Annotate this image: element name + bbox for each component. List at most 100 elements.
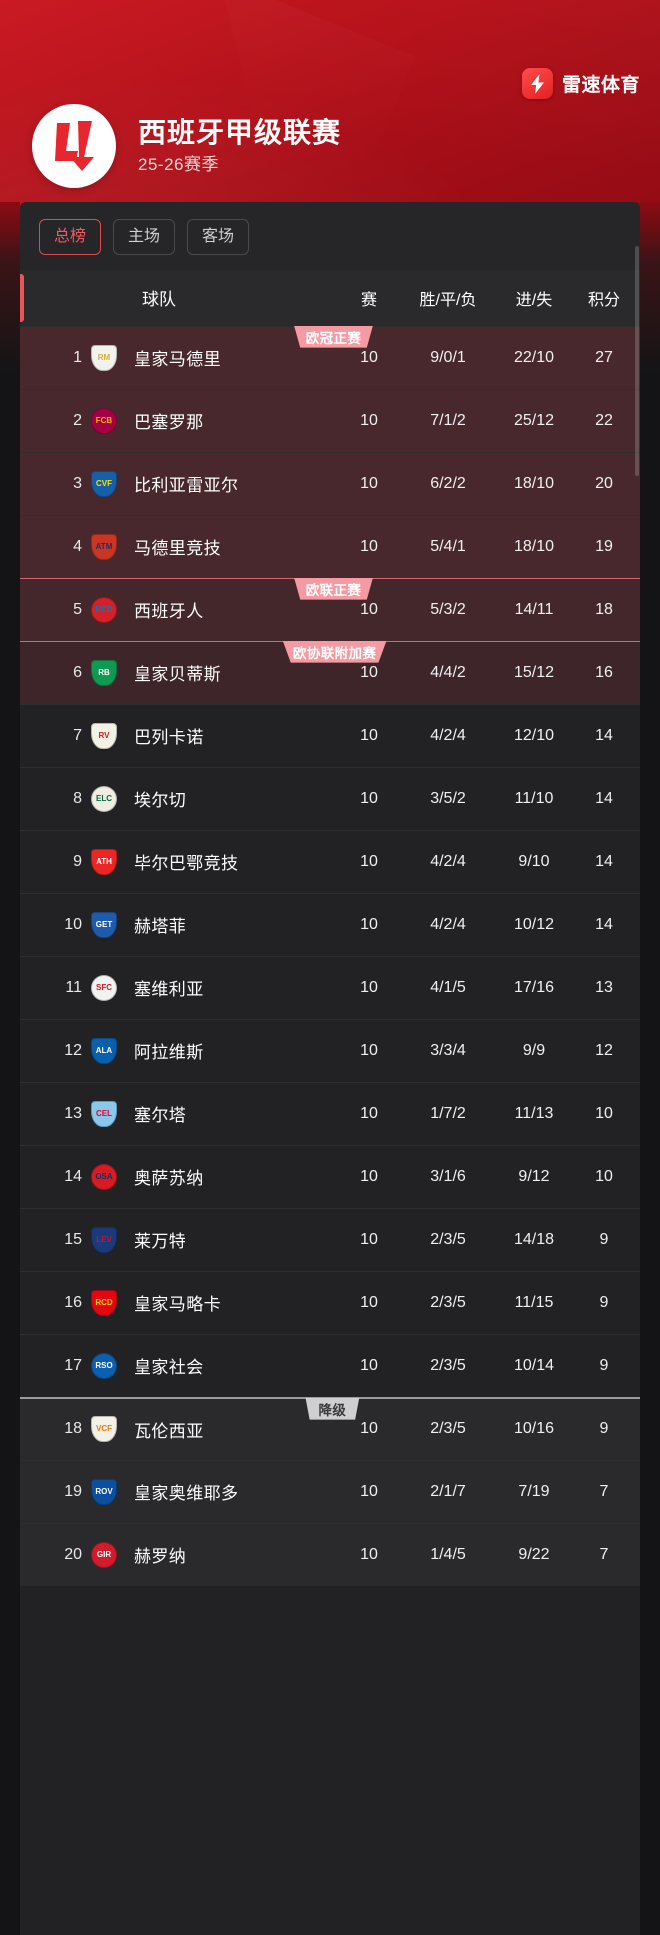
row-goals: 9/10 — [518, 852, 550, 870]
row-points: 10 — [595, 1104, 613, 1122]
row-team-name: 西班牙人 — [134, 602, 204, 622]
row-played: 10 — [360, 1230, 378, 1248]
row-logo-cell: ATH — [82, 848, 126, 875]
row-played: 10 — [360, 1167, 378, 1185]
row-logo-cell: RB — [82, 659, 126, 686]
row-goals: 22/10 — [513, 348, 555, 366]
row-logo-cell: FCB — [82, 407, 126, 434]
league-identity: 西班牙甲级联赛 25-26赛季 — [32, 104, 341, 188]
zone-badge: 降级 — [305, 1397, 360, 1420]
row-wdl: 5/3/2 — [430, 600, 466, 618]
row-logo-cell: RSO — [82, 1352, 126, 1379]
tab-2[interactable]: 客场 — [187, 219, 249, 255]
row-points: 9 — [599, 1230, 609, 1248]
table-row[interactable]: 12 ALA 阿拉维斯 10 3/3/4 9/9 12 — [20, 1018, 640, 1082]
row-team-name: 比利亚雷亚尔 — [134, 476, 239, 496]
row-goals: 12/10 — [513, 726, 555, 744]
row-points: 7 — [599, 1545, 609, 1563]
row-points: 27 — [595, 348, 613, 366]
row-wdl: 4/2/4 — [430, 915, 466, 933]
table-row[interactable]: 19 ROV 皇家奥维耶多 10 2/1/7 7/19 7 — [20, 1459, 640, 1523]
table-row[interactable]: 欧联正赛 5 RCD 西班牙人 10 5/3/2 14/11 18 — [20, 577, 640, 641]
team-logo-text: LEV — [96, 1234, 112, 1244]
row-team-name: 巴列卡诺 — [134, 728, 204, 748]
row-team-name: 皇家马略卡 — [134, 1295, 221, 1315]
table-row[interactable]: 4 ATM 马德里竞技 10 5/4/1 18/10 19 — [20, 514, 640, 578]
row-team-name: 皇家马德里 — [134, 350, 221, 370]
table-row[interactable]: 10 GET 赫塔菲 10 4/2/4 10/12 14 — [20, 892, 640, 956]
row-logo-cell: CVF — [82, 470, 126, 497]
row-played: 10 — [360, 1041, 378, 1059]
table-row[interactable]: 20 GIR 赫罗纳 10 1/4/5 9/22 7 — [20, 1522, 640, 1586]
brand-name: 雷速体育 — [561, 75, 640, 96]
table-row[interactable]: 17 RSO 皇家社会 10 2/3/5 10/14 9 — [20, 1333, 640, 1397]
row-rank: 10 — [64, 915, 82, 933]
row-played: 10 — [360, 852, 378, 870]
row-logo-cell: ROV — [82, 1478, 126, 1505]
row-played: 10 — [360, 411, 378, 429]
tab-0[interactable]: 总榜 — [39, 219, 101, 255]
team-logo-text: VCF — [96, 1424, 112, 1434]
row-points: 7 — [599, 1482, 609, 1500]
row-wdl: 2/3/5 — [430, 1230, 466, 1248]
row-team-name: 莱万特 — [134, 1232, 187, 1252]
row-rank: 13 — [64, 1104, 82, 1122]
tab-1[interactable]: 主场 — [113, 219, 175, 255]
athletic-bilbao-crest-icon: ATH — [91, 848, 117, 875]
row-wdl: 6/2/2 — [430, 474, 466, 492]
table-row[interactable]: 15 LEV 莱万特 10 2/3/5 14/18 9 — [20, 1207, 640, 1271]
laliga-logo-icon — [32, 104, 116, 188]
row-logo-cell: LEV — [82, 1226, 126, 1253]
team-logo-text: CEL — [96, 1108, 112, 1118]
table-row[interactable]: 3 CVF 比利亚雷亚尔 10 6/2/2 18/10 20 — [20, 451, 640, 515]
row-points: 12 — [595, 1041, 613, 1059]
scrollbar-thumb[interactable] — [635, 246, 639, 476]
team-logo-text: ELC — [96, 793, 112, 803]
table-row[interactable]: 9 ATH 毕尔巴鄂竞技 10 4/2/4 9/10 14 — [20, 829, 640, 893]
row-wdl: 4/1/5 — [430, 978, 466, 996]
espanyol-crest-icon: RCD — [91, 596, 117, 623]
row-points: 20 — [595, 474, 613, 492]
alaves-crest-icon: ALA — [91, 1037, 117, 1064]
zone-badge: 欧协联附加赛 — [282, 640, 387, 663]
table-row[interactable]: 欧协联附加赛 6 RB 皇家贝蒂斯 10 4/4/2 15/12 16 — [20, 640, 640, 704]
real-betis-crest-icon: RB — [91, 659, 117, 686]
team-logo-text: CVF — [96, 478, 112, 488]
table-row[interactable]: 2 FCB 巴塞罗那 10 7/1/2 25/12 22 — [20, 388, 640, 452]
row-played: 10 — [360, 600, 378, 618]
row-goals: 15/12 — [513, 663, 555, 681]
row-logo-cell: SFC — [82, 974, 126, 1001]
row-played: 10 — [360, 348, 378, 366]
row-logo-cell: RCD — [82, 1289, 126, 1316]
table-row[interactable]: 11 SFC 塞维利亚 10 4/1/5 17/16 13 — [20, 955, 640, 1019]
row-played: 10 — [360, 474, 378, 492]
row-played: 10 — [360, 537, 378, 555]
osasuna-crest-icon: OSA — [91, 1163, 117, 1190]
table-row[interactable]: 7 RV 巴列卡诺 10 4/2/4 12/10 14 — [20, 703, 640, 767]
row-team-name: 阿拉维斯 — [134, 1043, 204, 1063]
row-logo-cell: RM — [82, 344, 126, 371]
row-played: 10 — [360, 726, 378, 744]
row-logo-cell: ATM — [82, 533, 126, 560]
row-logo-cell: CEL — [82, 1100, 126, 1127]
lightning-bolt-icon — [521, 68, 553, 99]
table-row[interactable]: 欧冠正赛 1 RM 皇家马德里 10 9/0/1 22/10 27 — [20, 325, 640, 389]
team-logo-text: RM — [97, 352, 111, 362]
row-team-name: 毕尔巴鄂竞技 — [134, 854, 239, 874]
table-row[interactable]: 降级 18 VCF 瓦伦西亚 10 2/3/5 10/16 9 — [20, 1396, 640, 1460]
table-row[interactable]: 14 OSA 奥萨苏纳 10 3/1/6 9/12 10 — [20, 1144, 640, 1208]
row-rank: 1 — [73, 348, 82, 366]
right-gutter — [640, 202, 660, 1935]
team-logo-text: ATM — [95, 541, 113, 551]
row-rank: 20 — [64, 1545, 82, 1563]
real-madrid-crest-icon: RM — [91, 344, 117, 371]
table-row[interactable]: 16 RCD 皇家马略卡 10 2/3/5 11/15 9 — [20, 1270, 640, 1334]
table-row[interactable]: 8 ELC 埃尔切 10 3/5/2 11/10 14 — [20, 766, 640, 830]
row-team-name: 马德里竞技 — [134, 539, 221, 559]
row-logo-cell: GIR — [82, 1541, 126, 1568]
row-rank: 14 — [64, 1167, 82, 1185]
table-row[interactable]: 13 CEL 塞尔塔 10 1/7/2 11/13 10 — [20, 1081, 640, 1145]
scrollbar[interactable] — [634, 202, 640, 1935]
row-team-name: 奥萨苏纳 — [134, 1169, 204, 1189]
team-logo-text: OSA — [95, 1171, 113, 1181]
